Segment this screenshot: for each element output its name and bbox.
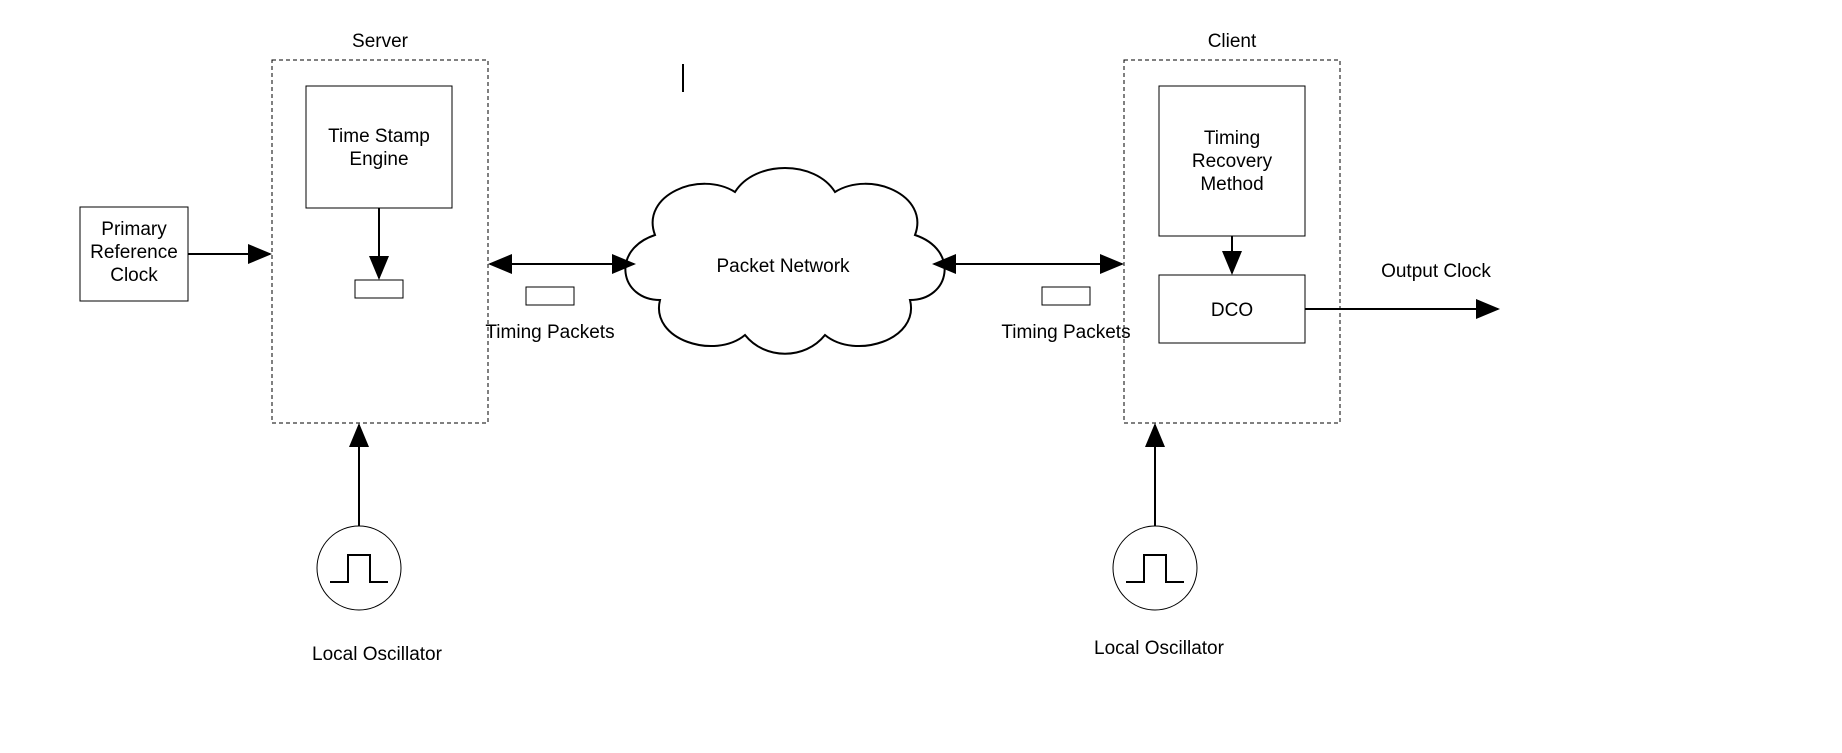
packet-network-label: Packet Network [716, 256, 850, 277]
time-stamp-engine-label2: Engine [349, 149, 408, 170]
server-small-box [355, 280, 403, 298]
timing-recovery-label1: Timing [1204, 128, 1260, 149]
server-oscillator-circle [317, 526, 401, 610]
output-clock-label: Output Clock [1381, 261, 1491, 282]
server-timing-packet-box [526, 287, 574, 305]
server-oscillator-label: Local Oscillator [312, 644, 443, 665]
timing-recovery-label2: Recovery [1192, 151, 1273, 172]
primary-reference-clock-label2: Reference [90, 242, 178, 263]
client-oscillator-circle [1113, 526, 1197, 610]
client-timing-packet-box [1042, 287, 1090, 305]
server-timing-packets-label: Timing Packets [485, 322, 614, 343]
client-timing-packets-label: Timing Packets [1001, 322, 1130, 343]
server-title: Server [352, 31, 409, 52]
time-stamp-engine-box [306, 86, 452, 208]
primary-reference-clock-label1: Primary [101, 219, 167, 240]
server-oscillator-pulse-icon [330, 555, 388, 582]
client-title: Client [1208, 31, 1257, 52]
time-stamp-engine-label1: Time Stamp [328, 126, 430, 147]
dco-label: DCO [1211, 300, 1253, 321]
primary-reference-clock-label3: Clock [110, 265, 158, 286]
client-oscillator-label: Local Oscillator [1094, 638, 1225, 659]
client-oscillator-pulse-icon [1126, 555, 1184, 582]
timing-recovery-label3: Method [1200, 174, 1263, 195]
